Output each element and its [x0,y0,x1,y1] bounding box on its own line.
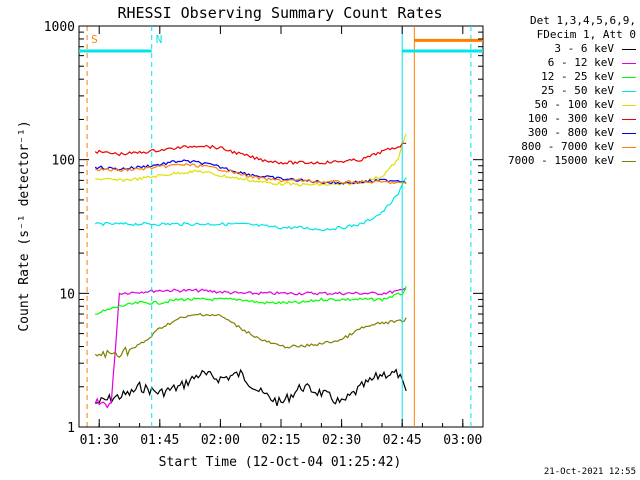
legend-swatch [622,48,636,50]
chart-title: RHESSI Observing Summary Count Rates [117,4,442,22]
legend-swatch [622,160,636,162]
x-tick-label: 02:00 [201,433,240,448]
legend-header-2: FDecim 1, Att 0 [536,28,636,41]
legend-swatch [622,62,636,64]
y-tick-label: 100 [52,154,75,169]
legend-item-300-800-kev: 300 - 800 keV [528,126,636,139]
legend-label: 6 - 12 keV [547,56,614,69]
legend-label: 12 - 25 keV [541,70,614,83]
legend-label: 25 - 50 keV [541,84,614,97]
series-line-7000-15000-kev [94,312,407,360]
legend-swatch [622,104,636,106]
generated-timestamp: 21-Oct-2021 12:55 [543,467,636,477]
series-line-300-800-kev [94,159,407,185]
legend-label: 300 - 800 keV [527,126,614,139]
x-tick-label: 01:30 [80,433,119,448]
series-line-3-6-kev [94,368,407,407]
series-line-6-12-kev [94,288,407,409]
y-tick-label: 1000 [44,20,75,35]
legend-item-800-7000-kev: 800 - 7000 keV [521,140,636,153]
x-tick-label: 02:30 [322,433,361,448]
series-line-25-50-kev [94,177,407,232]
legend-swatch [622,132,636,134]
legend-label: 800 - 7000 keV [521,140,614,153]
series-line-100-300-kev [94,142,407,165]
legend-label: 50 - 100 keV [534,98,614,111]
legend-item-7000-15000-kev: 7000 - 15000 keV [508,154,636,167]
y-axis-label: Count Rate (s⁻¹ detector⁻¹) [17,120,32,331]
x-tick-label: 02:45 [383,433,422,448]
legend-swatch [622,90,636,92]
y-tick-label: 1 [67,421,75,436]
annotation-n: N [156,33,163,46]
legend-swatch [622,118,636,120]
x-tick-label: 01:45 [140,433,179,448]
legend-swatch [622,146,636,148]
legend-item-12-25-kev: 12 - 25 keV [541,70,636,83]
x-tick-label: 02:15 [261,433,300,448]
legend-item-50-100-kev: 50 - 100 keV [535,98,636,111]
x-tick-label: 03:00 [443,433,482,448]
legend-item-6-12-kev: 6 - 12 keV [548,56,636,69]
axis-layer: 01:30 01:45 02:00 02:15 02:30 02:45 03:00 1 10 10… [44,20,484,448]
x-axis-label: Start Time (12-Oct-04 01:25:42) [159,455,402,470]
legend-swatch [622,76,636,78]
legend-label: 3 - 6 keV [554,42,614,55]
plot-frame [78,25,484,428]
series-line-800-7000-kev [94,163,407,185]
legend-header-1: Det 1,3,4,5,6,9, [530,14,636,27]
series-line-12-25-kev [95,286,407,315]
annotation-s: S [91,33,98,46]
legend-item-25-50-kev: 25 - 50 keV [541,84,636,97]
y-tick-label: 10 [59,287,75,302]
series-layer [94,133,407,409]
legend-label: 100 - 300 keV [527,112,614,125]
series-line-50-100-kev [95,133,407,187]
legend-item-3-6-kev: 3 - 6 keV [554,42,636,55]
legend-label: 7000 - 15000 keV [508,154,614,167]
legend-item-100-300-kev: 100 - 300 keV [528,112,636,125]
